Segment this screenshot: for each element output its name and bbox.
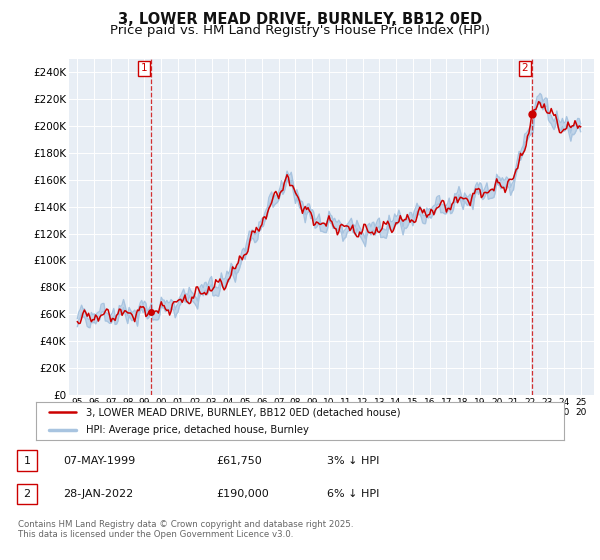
Text: 3% ↓ HPI: 3% ↓ HPI (327, 456, 379, 466)
Text: 1: 1 (23, 456, 31, 466)
Text: £190,000: £190,000 (216, 489, 269, 499)
FancyBboxPatch shape (17, 450, 37, 471)
Text: 2: 2 (23, 489, 31, 499)
Text: 1: 1 (141, 63, 148, 73)
Text: 3, LOWER MEAD DRIVE, BURNLEY, BB12 0ED: 3, LOWER MEAD DRIVE, BURNLEY, BB12 0ED (118, 12, 482, 27)
Text: HPI: Average price, detached house, Burnley: HPI: Average price, detached house, Burn… (86, 425, 309, 435)
Text: 07-MAY-1999: 07-MAY-1999 (63, 456, 135, 466)
Text: 28-JAN-2022: 28-JAN-2022 (63, 489, 133, 499)
Text: 3, LOWER MEAD DRIVE, BURNLEY, BB12 0ED (detached house): 3, LOWER MEAD DRIVE, BURNLEY, BB12 0ED (… (86, 407, 401, 417)
Text: This data is licensed under the Open Government Licence v3.0.: This data is licensed under the Open Gov… (18, 530, 293, 539)
Text: 6% ↓ HPI: 6% ↓ HPI (327, 489, 379, 499)
Text: £61,750: £61,750 (216, 456, 262, 466)
FancyBboxPatch shape (17, 484, 37, 505)
Text: 2: 2 (521, 63, 528, 73)
Text: Price paid vs. HM Land Registry's House Price Index (HPI): Price paid vs. HM Land Registry's House … (110, 24, 490, 36)
Text: Contains HM Land Registry data © Crown copyright and database right 2025.: Contains HM Land Registry data © Crown c… (18, 520, 353, 529)
